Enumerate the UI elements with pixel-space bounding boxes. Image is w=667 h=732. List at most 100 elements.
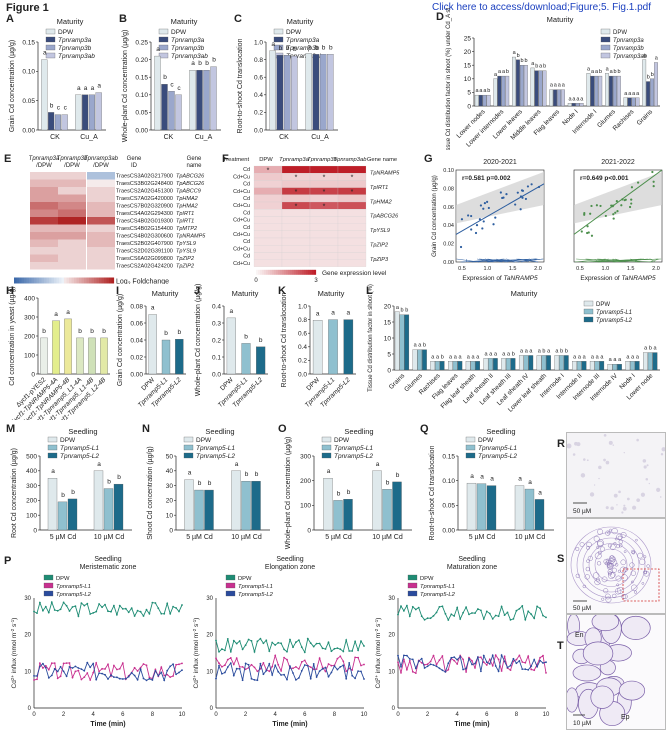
series-point [98,672,100,674]
x-tick: 8 [333,712,337,718]
sig-letter: a [454,354,458,360]
y-tick: 0.4 [254,92,263,99]
sig-letter: a [609,357,613,363]
series-point [491,654,494,657]
x-tick: 0 [32,712,36,718]
series-point [47,668,50,671]
panel-letter: C [234,13,242,25]
series-point [56,677,59,680]
bar [501,358,506,371]
series-point [435,611,438,614]
heatmap-cell [30,179,58,187]
bar [518,355,524,371]
significance-star: * [295,189,298,196]
heatmap-cell [337,259,367,267]
series-point [62,662,65,665]
series-point [145,608,148,611]
scale-swatch [298,269,301,275]
scale-swatch [268,269,271,275]
series-point [348,667,351,670]
series-point [485,610,488,613]
series-point [238,666,241,668]
series-point [110,610,112,613]
series-point [312,645,315,648]
sig-letter: a [54,311,58,318]
sig-letter: a [528,479,532,486]
series-point [459,618,462,620]
download-link[interactable]: Click here to access/download;Figure;5. … [432,2,651,13]
legend-swatch [600,36,611,43]
heatmap-cell [58,172,86,180]
sig-letter: a [554,83,558,89]
series-point [420,661,423,664]
bar [475,361,480,371]
scatter-point [630,186,634,189]
legend-swatch [273,36,284,43]
scatter-point [492,223,495,226]
y-axis-label: Grain Cd concentration (µg/g) [9,40,16,132]
sig-letter: b [542,348,545,354]
cell [614,537,618,541]
bar [512,56,516,107]
legend-swatch [225,574,236,581]
series-point [474,662,476,665]
chart-J: J Maturity 0.0 0.1 0.2 0.3 0.4 Whole-plant Cd c… [194,284,268,409]
series-point [397,661,399,664]
series-point [151,601,154,604]
series-point [181,662,183,665]
y-tick: 50 [166,453,174,460]
series-point [536,665,538,668]
series-point [462,668,464,671]
bar [61,114,68,131]
heatmap-cell [309,165,339,174]
series-point [539,607,541,610]
x-tick: 1.5 [627,266,635,272]
cell [575,547,580,551]
chart-subtitle: Maturation zone [447,564,497,571]
scale-swatch [288,269,291,275]
bar [448,361,453,371]
series-point [524,668,527,671]
series-point [408,659,411,662]
bar [251,481,261,531]
bar [323,478,333,531]
legend-swatch [45,44,56,51]
heatmap-cell [309,237,339,246]
scale-swatch [109,277,112,284]
x-tick: 6 [303,712,307,718]
series-point [36,678,38,681]
sig-letter: a [606,66,610,72]
series-point [44,605,47,608]
bar [372,470,382,531]
series-point [107,678,109,680]
sig-letter: a [476,354,480,360]
bar [241,343,251,375]
series-point [256,640,259,643]
series-point [226,658,229,661]
heatmap-cell [87,254,115,262]
x-tick: 4 [274,712,278,718]
x-tick: 0.5 [576,266,584,272]
series-point [280,674,282,676]
cell [630,570,637,576]
series-point [312,668,315,671]
gene-name: TpNRAMP5 [370,171,400,177]
cell [591,615,620,632]
sig-letter: a [271,41,275,48]
scale-bar-label: 50 µM [573,605,591,612]
scale-swatch [86,277,90,284]
y-tick: 0.25 [135,39,148,46]
cell-speck [576,442,581,447]
sig-letter: c [64,105,68,112]
sig-letter: a [470,473,474,480]
heatmap-cell [253,237,283,246]
sig-letter: a [376,461,380,468]
gene-name: TpYSL9 [176,249,196,255]
series-point [542,614,544,617]
series-point [292,667,294,670]
cell [616,583,620,587]
y-tick: 0.00 [135,127,148,134]
x-tick: 8 [151,712,155,718]
series-point [59,665,62,668]
series-point [65,604,68,607]
